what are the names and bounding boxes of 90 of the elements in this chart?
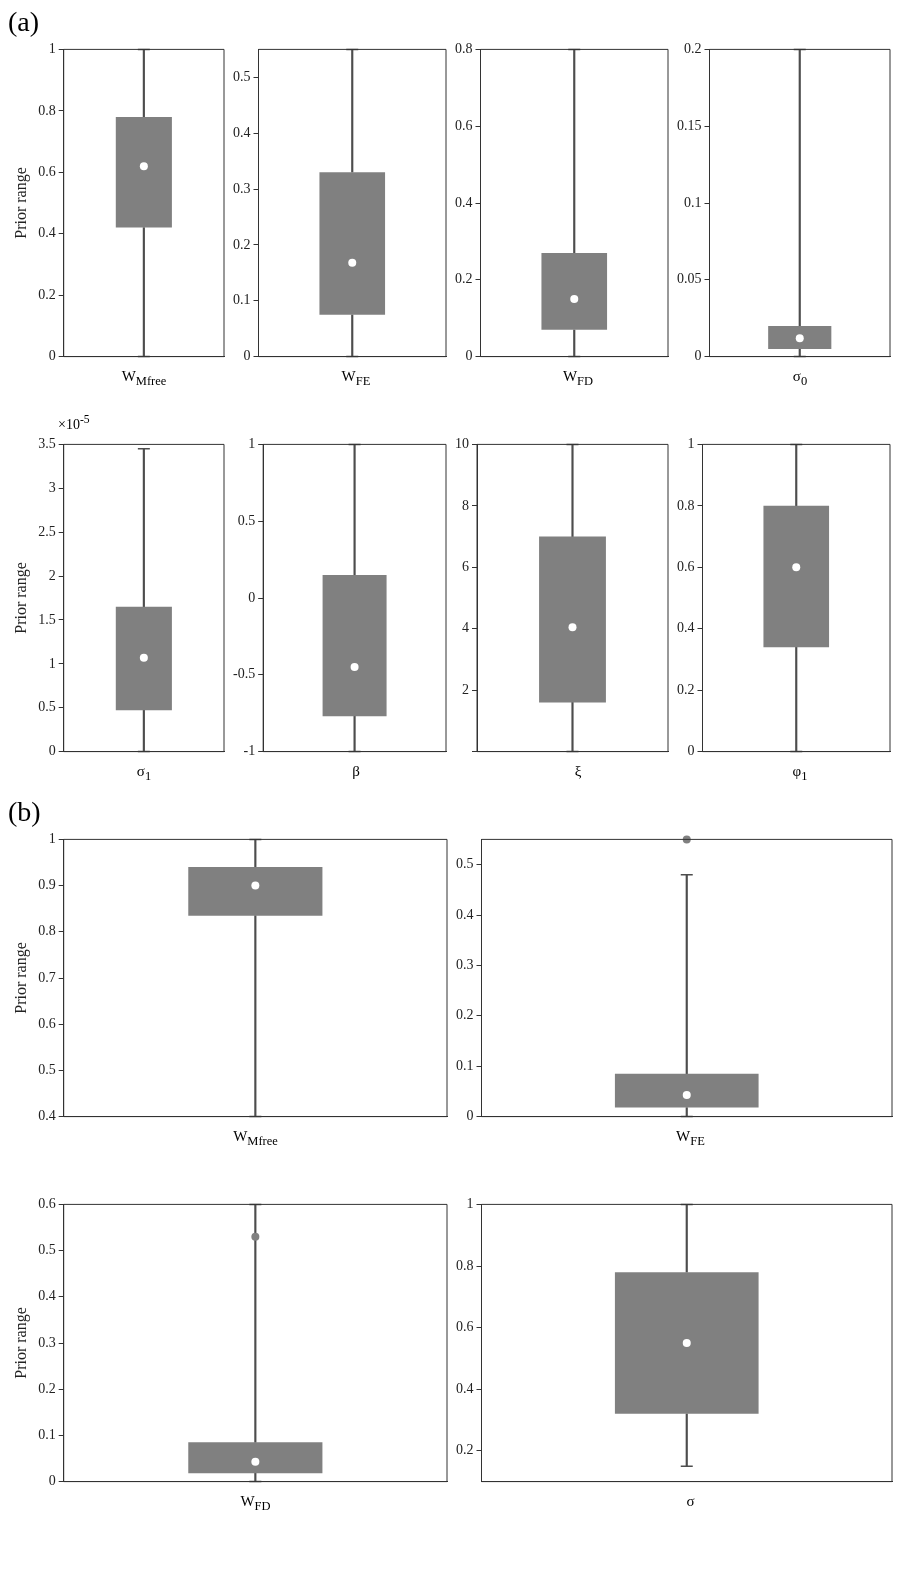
y-tick-label: 0.3 — [456, 957, 474, 973]
y-tick-label: 0 — [687, 743, 695, 759]
y-tick-label: 8 — [462, 497, 469, 513]
y-tick-label: 0.3 — [38, 1334, 56, 1350]
y-tick-label: 0.4 — [233, 124, 251, 140]
y-tick-label: 0.1 — [456, 1057, 474, 1073]
y-tick-label: 0.5 — [237, 512, 256, 528]
y-tick-label: 0.6 — [38, 1015, 56, 1031]
y-tick-label: 1 — [248, 436, 256, 452]
y-tick-label: 0.2 — [38, 1380, 56, 1396]
text: (a) — [8, 6, 40, 38]
y-tick-label: 0.4 — [455, 194, 473, 210]
y-tick-label: 3 — [48, 479, 56, 495]
y-tick-label: 0.4 — [456, 906, 474, 922]
y-tick-label: 0.5 — [233, 69, 251, 84]
y-tick-label: 4 — [462, 620, 469, 636]
y-tick-label: 0.4 — [456, 1380, 474, 1396]
y-tick-label: 1 — [48, 831, 56, 847]
y-tick-label: 0.4 — [38, 1108, 56, 1124]
y-tick-label: 2 — [48, 567, 56, 583]
y-tick-label: 0.9 — [38, 877, 56, 893]
y-tick-label: 0 — [48, 348, 56, 364]
y-tick-label: 0.5 — [38, 1242, 56, 1258]
y-tick-label: 0.8 — [38, 102, 56, 118]
y-tick-label: 1 — [48, 41, 56, 57]
y-tick-label: -1 — [243, 743, 256, 759]
x-axis-title: W$_{Mfree}$ — [120, 368, 168, 389]
x-axis-title: φ$_{1}$ — [791, 763, 809, 784]
y-tick-label: 0 — [48, 743, 56, 759]
y-tick-label: 0.6 — [38, 163, 56, 179]
y-tick-label: 0.8 — [38, 923, 56, 939]
y-tick-label: 6 — [462, 558, 469, 574]
y-tick-label: 0.6 — [455, 117, 473, 133]
y-tick-label: 0.2 — [233, 236, 251, 252]
y-tick-label: 0.4 — [38, 1288, 56, 1304]
x-axis-title: β — [351, 763, 361, 780]
x-axis-title: σ$_{1}$ — [135, 763, 153, 784]
y-tick-label: -0.5 — [232, 666, 256, 682]
x-axis-title: W$_{FE}$ — [340, 368, 372, 389]
y-tick-label: 1 — [48, 655, 56, 671]
y-tick-label: 0.2 — [38, 286, 56, 302]
y-tick-label: 0 — [48, 1473, 56, 1489]
y-tick-label: 0 — [465, 348, 473, 364]
y-tick-label: 2 — [462, 681, 469, 697]
y-tick-label: 0.4 — [38, 225, 56, 241]
y-tick-label: 2.5 — [38, 523, 56, 539]
text: ×10$^{-5}$ — [58, 413, 90, 433]
x-axis-title: σ$_{0}$ — [791, 368, 809, 389]
y-tick-label: 0.6 — [38, 1196, 56, 1212]
y-tick-label: 0.2 — [456, 1442, 474, 1458]
y-tick-label: 0.2 — [684, 41, 702, 57]
y-tick-label: 0.1 — [38, 1427, 56, 1443]
x-axis-title: W$_{Mfree}$ — [232, 1128, 279, 1149]
y-tick-label: 0.2 — [456, 1007, 474, 1023]
y-tick-label: 1.5 — [38, 611, 56, 627]
y-tick-label: 0 — [248, 589, 256, 605]
x-axis-title: σ — [685, 1493, 696, 1510]
y-tick-label: 0 — [694, 348, 702, 364]
y-tick-label: 0.8 — [677, 497, 695, 513]
y-tick-label: 0.4 — [677, 620, 695, 636]
y-tick-label: 0.2 — [677, 681, 695, 697]
y-tick-label: 0.05 — [677, 271, 702, 287]
y-tick-label: 0.5 — [38, 1062, 56, 1078]
y-tick-label: 0.5 — [38, 699, 56, 715]
y-tick-label: 1 — [687, 436, 695, 452]
y-axis-title: Prior range — [11, 562, 30, 634]
y-tick-label: 0.2 — [455, 271, 473, 287]
y-tick-label: 0.6 — [677, 558, 695, 574]
y-tick-label: 0.3 — [233, 180, 251, 196]
y-tick-label: 1 — [466, 1196, 474, 1212]
y-tick-label: 0.7 — [38, 969, 56, 985]
y-tick-label: 0 — [466, 1108, 474, 1124]
y-tick-label: 0.15 — [677, 117, 702, 133]
y-tick-label: 0.8 — [456, 1257, 474, 1273]
y-tick-label: 0.6 — [456, 1319, 474, 1335]
y-tick-label: 0.1 — [684, 194, 702, 210]
y-tick-label: 0 — [243, 348, 251, 364]
x-axis-title: W$_{FE}$ — [675, 1128, 706, 1149]
x-axis-title: ξ — [573, 763, 583, 780]
y-tick-label: 0.5 — [456, 856, 474, 872]
y-axis-title: Prior range — [11, 1307, 30, 1379]
text: (b) — [8, 796, 41, 828]
y-axis-title: Prior range — [11, 942, 30, 1014]
x-axis-title: W$_{FD}$ — [239, 1493, 272, 1514]
y-tick-label: 3.5 — [38, 436, 56, 452]
x-axis-title: W$_{FD}$ — [561, 368, 595, 389]
y-tick-label: 0.8 — [455, 41, 473, 57]
y-axis-title: Prior range — [11, 167, 30, 239]
y-tick-label: 10 — [455, 436, 469, 452]
y-tick-label: 0.1 — [233, 292, 251, 308]
